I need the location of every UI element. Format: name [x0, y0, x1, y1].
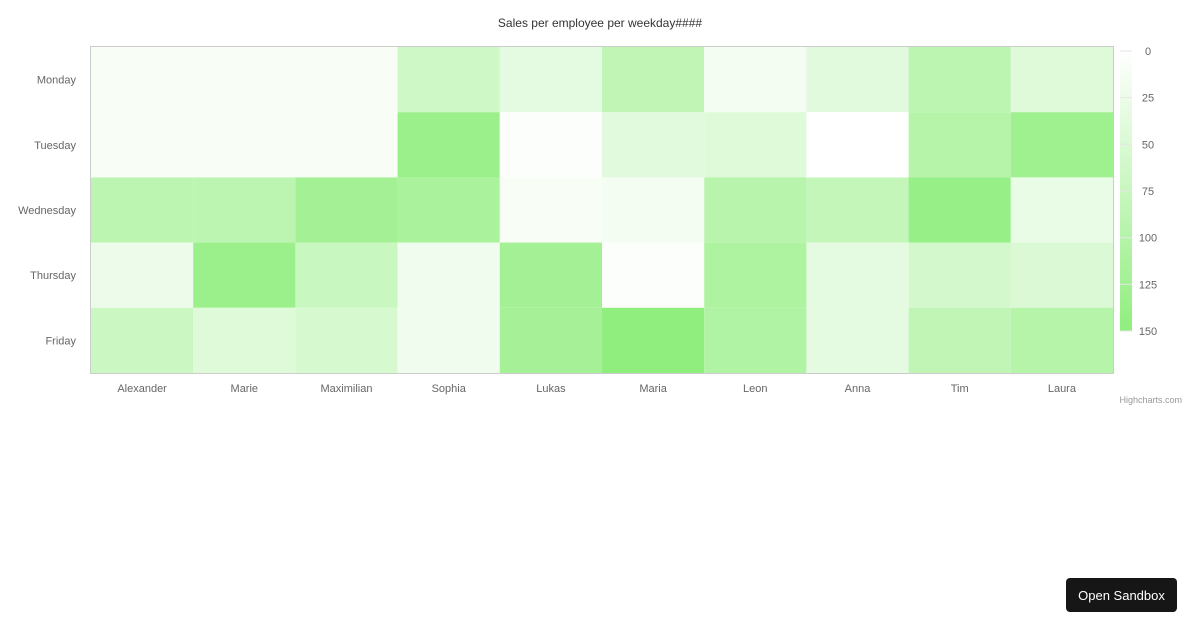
- x-axis-label: Leon: [743, 383, 767, 395]
- heatmap-cell[interactable]: [806, 307, 909, 373]
- heatmap-cell[interactable]: [908, 112, 1011, 178]
- heatmap-cell[interactable]: [397, 242, 500, 308]
- x-axis-label: Maria: [639, 383, 667, 395]
- heatmap-cell[interactable]: [704, 307, 807, 373]
- heatmap-cell[interactable]: [1010, 177, 1113, 243]
- x-axis-label: Laura: [1048, 383, 1077, 395]
- heatmap-cell[interactable]: [602, 112, 705, 178]
- plot-border: [90, 46, 1114, 374]
- x-axis-label: Maximilian: [321, 383, 373, 395]
- heatmap-cell[interactable]: [602, 177, 705, 243]
- heatmap-cell[interactable]: [499, 307, 602, 373]
- heatmap-cell[interactable]: [295, 47, 398, 113]
- heatmap-cell[interactable]: [193, 112, 296, 178]
- heatmap-cell[interactable]: [499, 112, 602, 178]
- heatmap-cell[interactable]: [295, 112, 398, 178]
- color-axis-tick-label: 75: [1142, 186, 1154, 198]
- color-axis-tick-label: 125: [1139, 279, 1157, 291]
- heatmap-cell[interactable]: [91, 177, 194, 243]
- heatmap-cell[interactable]: [1010, 242, 1113, 308]
- heatmap-cell[interactable]: [602, 242, 705, 308]
- heatmap-cell[interactable]: [1010, 47, 1113, 113]
- heatmap-cell[interactable]: [908, 242, 1011, 308]
- heatmap-cell[interactable]: [704, 177, 807, 243]
- y-axis-label: Tuesday: [34, 140, 76, 152]
- heatmap-cell[interactable]: [193, 177, 296, 243]
- chart-title: Sales per employee per weekday####: [498, 16, 702, 30]
- x-axis-labels: Alexander Marie Maximilian Sophia Lukas Maria…: [117, 383, 1077, 395]
- heatmap-cell[interactable]: [295, 177, 398, 243]
- x-axis-label: Tim: [951, 383, 969, 395]
- x-axis-label: Sophia: [432, 383, 467, 395]
- heatmap-cell[interactable]: [1010, 307, 1113, 373]
- heatmap-cell[interactable]: [397, 177, 500, 243]
- heatmap-cell[interactable]: [499, 242, 602, 308]
- color-axis-tick-label: 0: [1145, 46, 1151, 58]
- heatmap-cell[interactable]: [193, 47, 296, 113]
- heatmap-cell[interactable]: [704, 47, 807, 113]
- y-axis-label: Friday: [45, 335, 76, 347]
- heatmap-cell[interactable]: [193, 307, 296, 373]
- color-axis-tick-label: 50: [1142, 139, 1154, 151]
- heatmap-cell[interactable]: [908, 307, 1011, 373]
- color-axis-tick-label: 25: [1142, 93, 1154, 105]
- heatmap-cell[interactable]: [397, 307, 500, 373]
- open-sandbox-button[interactable]: Open Sandbox: [1066, 578, 1177, 612]
- heatmap-cell[interactable]: [806, 112, 909, 178]
- heatmap-cell[interactable]: [908, 177, 1011, 243]
- heatmap-cell[interactable]: [1010, 112, 1113, 178]
- heatmap-cell[interactable]: [704, 112, 807, 178]
- heatmap-cell[interactable]: [91, 307, 194, 373]
- y-axis-label: Wednesday: [18, 205, 76, 217]
- heatmap-cell[interactable]: [908, 47, 1011, 113]
- heatmap-cells: [91, 47, 1113, 373]
- heatmap-cell[interactable]: [295, 307, 398, 373]
- heatmap-cell[interactable]: [193, 242, 296, 308]
- heatmap-cell[interactable]: [91, 47, 194, 113]
- heatmap-cell[interactable]: [806, 177, 909, 243]
- heatmap-cell[interactable]: [397, 47, 500, 113]
- heatmap-cell[interactable]: [295, 242, 398, 308]
- heatmap-cell[interactable]: [91, 242, 194, 308]
- credits-link[interactable]: Highcharts.com: [1119, 395, 1182, 405]
- color-axis-tick-label: 150: [1139, 326, 1157, 338]
- color-axis-tick-label: 100: [1139, 233, 1157, 245]
- heatmap-cell[interactable]: [499, 177, 602, 243]
- x-axis-label: Marie: [231, 383, 259, 395]
- heatmap-cell[interactable]: [806, 242, 909, 308]
- heatmap-cell[interactable]: [499, 47, 602, 113]
- heatmap-cell[interactable]: [397, 112, 500, 178]
- y-axis-label: Thursday: [30, 270, 76, 282]
- color-axis-legend: 0 25 50 75 100 125 150: [1120, 46, 1157, 338]
- heatmap-cell[interactable]: [602, 307, 705, 373]
- heatmap-cell[interactable]: [602, 47, 705, 113]
- x-axis-label: Anna: [845, 383, 872, 395]
- x-axis-label: Alexander: [117, 383, 167, 395]
- heatmap-cell[interactable]: [91, 112, 194, 178]
- y-axis-label: Monday: [37, 75, 77, 87]
- y-axis-labels: Monday Tuesday Wednesday Thursday Friday: [18, 75, 76, 348]
- heatmap-cell[interactable]: [704, 242, 807, 308]
- x-axis-label: Lukas: [536, 383, 566, 395]
- heatmap-cell[interactable]: [806, 47, 909, 113]
